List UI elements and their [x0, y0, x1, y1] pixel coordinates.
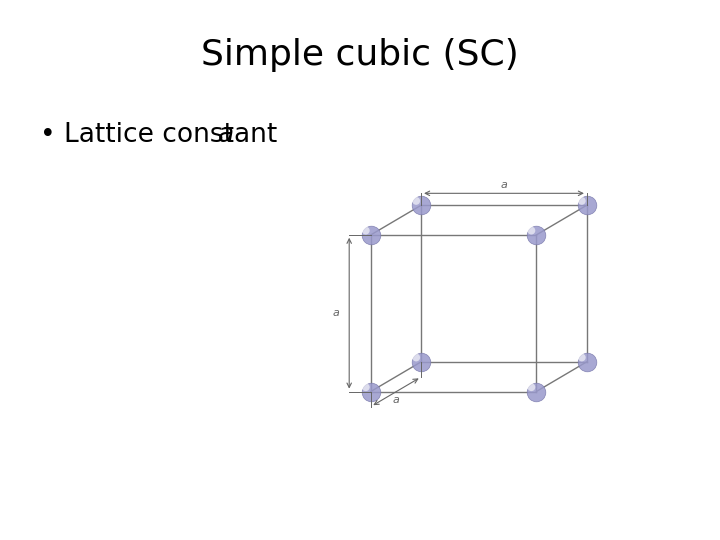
Point: [360, 383, 372, 391]
Point: [576, 353, 588, 362]
Point: [415, 357, 427, 366]
Point: [526, 383, 537, 391]
Text: Simple cubic (SC): Simple cubic (SC): [201, 38, 519, 72]
Point: [581, 357, 593, 366]
Point: [531, 231, 542, 239]
Point: [410, 353, 422, 362]
Point: [365, 387, 377, 396]
Point: [576, 197, 588, 205]
Point: [365, 231, 377, 239]
Point: [531, 387, 542, 396]
Text: • Lattice constant: • Lattice constant: [40, 122, 285, 147]
Point: [360, 226, 372, 235]
Point: [581, 201, 593, 210]
Point: [410, 197, 422, 205]
Text: a: a: [392, 395, 400, 406]
Point: [415, 201, 427, 210]
Text: a: a: [217, 122, 233, 147]
Text: a: a: [333, 308, 340, 318]
Text: a: a: [500, 180, 508, 190]
Point: [526, 226, 537, 235]
